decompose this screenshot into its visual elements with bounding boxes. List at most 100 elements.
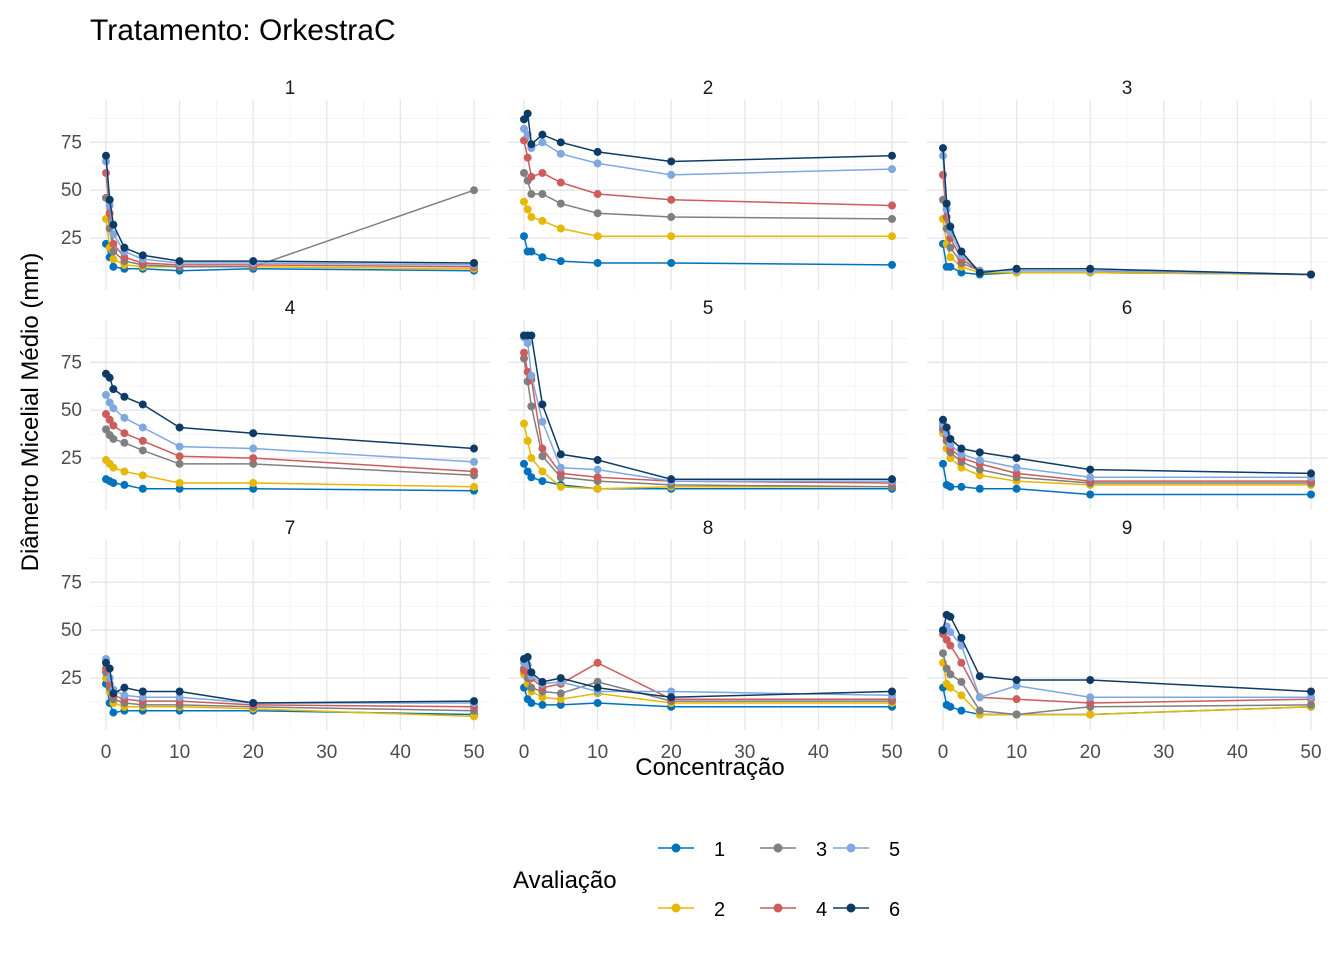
legend-item-6: 6 <box>833 899 900 921</box>
data-point <box>523 653 532 662</box>
data-point <box>470 259 478 268</box>
panel-3: 3 <box>927 78 1327 290</box>
data-point <box>957 691 966 700</box>
data-point <box>105 373 114 382</box>
data-point <box>1086 710 1095 719</box>
legend-item-1: 1 <box>658 839 725 861</box>
data-point <box>975 448 984 457</box>
data-point <box>523 205 532 214</box>
data-point <box>1086 693 1095 702</box>
x-tick-label: 20 <box>661 742 682 763</box>
legend-label: 1 <box>714 839 725 861</box>
data-point <box>527 190 536 199</box>
series-line-6 <box>105 155 475 264</box>
data-point <box>105 398 114 407</box>
data-point <box>120 253 129 262</box>
data-point <box>249 479 258 488</box>
data-point <box>975 693 984 702</box>
data-point <box>120 467 129 476</box>
x-tick-label: 30 <box>316 742 337 763</box>
data-point <box>120 480 129 489</box>
data-point <box>593 683 602 692</box>
data-point <box>556 674 565 683</box>
data-point <box>975 268 984 277</box>
data-point <box>975 672 984 681</box>
legend-item-4: 4 <box>760 899 827 921</box>
data-point <box>527 402 536 411</box>
data-point <box>593 209 602 218</box>
data-point <box>120 429 129 438</box>
data-point <box>527 140 536 149</box>
data-point <box>120 392 129 401</box>
data-point <box>249 444 258 453</box>
y-tick-label: 25 <box>61 668 82 689</box>
data-point <box>520 124 528 133</box>
x-tick-label: 50 <box>1300 742 1321 763</box>
x-axis-title: Concentração <box>635 754 784 781</box>
data-point <box>109 404 118 413</box>
data-point <box>527 699 536 708</box>
panel-1: 1 25 50 75 <box>61 78 490 290</box>
data-point <box>109 434 118 443</box>
data-point <box>249 484 258 493</box>
data-point <box>556 469 565 478</box>
data-point <box>667 213 676 222</box>
data-point <box>942 423 951 432</box>
data-point <box>593 484 602 493</box>
x-tick-label: 0 <box>519 742 530 763</box>
data-point <box>946 440 955 449</box>
data-point <box>249 699 258 708</box>
data-point <box>249 454 258 463</box>
data-point <box>1012 681 1021 690</box>
data-point <box>109 247 118 256</box>
series-line-5 <box>105 161 475 266</box>
data-point <box>105 674 114 683</box>
data-point <box>888 232 896 241</box>
series-line-6 <box>105 662 475 704</box>
data-point <box>102 390 110 399</box>
data-point <box>957 658 966 667</box>
data-point <box>109 708 118 717</box>
data-point <box>109 689 118 698</box>
data-point <box>527 668 536 677</box>
data-point <box>593 147 602 156</box>
data-point <box>556 138 565 147</box>
data-point <box>105 195 114 204</box>
data-point <box>556 450 565 459</box>
data-point <box>957 444 966 453</box>
data-point <box>520 348 528 357</box>
data-point <box>946 482 955 491</box>
data-point <box>520 136 528 145</box>
data-point <box>1012 469 1021 478</box>
data-point <box>249 459 258 468</box>
data-point <box>538 400 547 409</box>
data-point <box>593 658 602 667</box>
data-point <box>527 247 536 256</box>
y-tick-label: 25 <box>61 448 82 469</box>
data-point <box>470 482 478 491</box>
data-point <box>888 260 896 269</box>
data-point <box>593 473 602 482</box>
data-point <box>667 693 676 702</box>
data-point <box>523 109 532 118</box>
data-point <box>1307 693 1315 702</box>
data-point <box>556 700 565 709</box>
data-point <box>1307 490 1315 499</box>
data-point <box>957 450 966 459</box>
data-point <box>957 677 966 686</box>
legend-item-2: 2 <box>658 899 725 921</box>
legend-item-5: 5 <box>833 839 900 861</box>
legend-key-point <box>671 903 681 913</box>
panel-strip-label: 1 <box>285 78 296 99</box>
data-point <box>975 706 984 715</box>
data-point <box>102 425 110 434</box>
series-line-3 <box>523 358 893 488</box>
data-point <box>1307 687 1315 696</box>
panel-7: 7 25 50 75 0 10 20 30 40 50 <box>61 518 490 763</box>
data-point <box>109 421 118 430</box>
data-point <box>556 463 565 472</box>
data-point <box>946 628 955 637</box>
data-point <box>1012 676 1021 685</box>
data-point <box>946 434 955 443</box>
legend-label: 3 <box>816 839 827 861</box>
